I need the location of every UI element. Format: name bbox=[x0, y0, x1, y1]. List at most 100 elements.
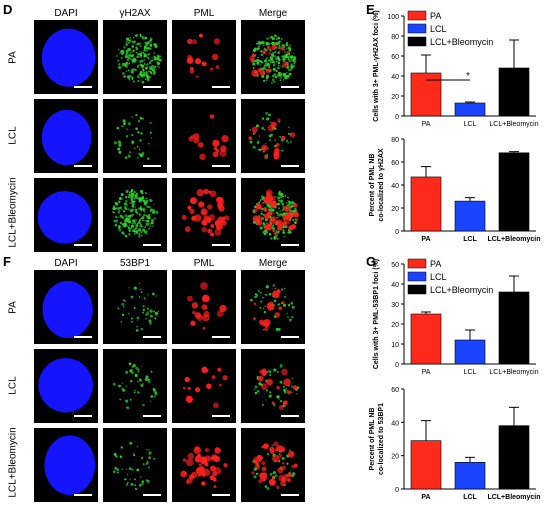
scale-bar bbox=[212, 336, 230, 338]
micrograph-lcl-bleomycin-pml bbox=[172, 428, 236, 502]
panel-letter-d: D bbox=[3, 2, 13, 17]
chart-e-bottom: 0 20 40 60 80 Percent of PML NB co-localized t… bbox=[369, 137, 541, 243]
bar-lcl-bleomycin bbox=[498, 291, 530, 365]
micrograph-lcl-merge bbox=[241, 99, 305, 173]
y-tick-label: 0 bbox=[395, 362, 399, 369]
y-axis-label: co-localized to 53BP1 bbox=[378, 403, 385, 475]
y-tick-label: 60 bbox=[391, 387, 399, 394]
micrograph-pa-dapi bbox=[34, 20, 98, 94]
legend-swatch-lcl-bleomycin bbox=[407, 284, 427, 295]
x-tick-label: PA bbox=[422, 121, 431, 128]
y-tick-label: 40 bbox=[391, 74, 399, 81]
micrograph-pa-pml bbox=[172, 20, 236, 94]
micrograph-lcl-merge bbox=[241, 349, 305, 423]
scale-bar bbox=[143, 415, 161, 417]
scale-bar bbox=[74, 415, 92, 417]
scale-bar bbox=[281, 336, 299, 338]
column-header-pml: PML bbox=[193, 8, 215, 19]
scale-bar bbox=[281, 494, 299, 496]
micrograph-pa-merge bbox=[241, 270, 305, 344]
scale-bar bbox=[212, 415, 230, 417]
column-header-dapi: DAPI bbox=[54, 8, 78, 19]
y-tick-label: 0 bbox=[395, 114, 399, 121]
significance-star: * bbox=[466, 71, 470, 82]
bar-pa bbox=[410, 440, 442, 490]
y-axis-label: Percent of PML NB bbox=[369, 408, 376, 471]
y-tick-label: 10 bbox=[391, 342, 399, 349]
scale-bar bbox=[143, 336, 161, 338]
scale-bar bbox=[74, 244, 92, 246]
x-tick-label: LCL+Bleomycin bbox=[489, 369, 538, 376]
x-tick-label: LCL+Bleomycin bbox=[487, 236, 540, 243]
panel-letter-g: G bbox=[366, 254, 377, 269]
micrograph-lcl-bleomycin-dapi bbox=[34, 428, 98, 502]
row-label-lcl: LCL bbox=[7, 126, 19, 145]
y-tick-label: 50 bbox=[391, 262, 399, 269]
scale-bar bbox=[281, 415, 299, 417]
x-tick-label: LCL+Bleomycin bbox=[489, 121, 538, 128]
micrograph-pa-pml bbox=[172, 270, 236, 344]
y-tick-label: 100 bbox=[387, 14, 399, 21]
micrograph-pa-merge bbox=[241, 20, 305, 94]
micrograph-lcl-bleomycin-merge bbox=[241, 428, 305, 502]
column-header-53bp1: 53BP1 bbox=[119, 258, 151, 269]
legend-swatch-lcl bbox=[407, 271, 427, 282]
scale-bar bbox=[212, 244, 230, 246]
legend-label-lcl: LCL bbox=[430, 272, 447, 282]
x-tick-label: LCL bbox=[464, 369, 477, 376]
y-tick-label: 80 bbox=[391, 34, 399, 41]
micrograph-lcl-pml bbox=[172, 349, 236, 423]
x-tick-label: PA bbox=[421, 494, 430, 501]
micrograph-lcl-bleomycin-53bp1 bbox=[103, 428, 167, 502]
micrograph-lcl-53bp1 bbox=[103, 349, 167, 423]
legend-label-pa: PA bbox=[430, 11, 441, 21]
row-label-lcl-bleomycin-f: LCL+Bleomycin bbox=[7, 427, 19, 498]
row-label-pa: PA bbox=[7, 51, 19, 64]
bar-lcl bbox=[454, 339, 486, 365]
y-axis-label: Percent of PML NB bbox=[369, 154, 376, 217]
y-tick-label: 40 bbox=[391, 282, 399, 289]
panel-letter-e: E bbox=[366, 2, 375, 17]
micrograph-lcl-pml bbox=[172, 99, 236, 173]
column-header-pml-f: PML bbox=[193, 258, 215, 269]
bar-pa bbox=[410, 72, 442, 117]
panel-letter-f: F bbox=[3, 254, 11, 269]
legend-swatch-lcl bbox=[407, 23, 427, 34]
micrograph-lcl-bleomycin-merge bbox=[241, 178, 305, 252]
micrograph-lcl-bleomycin-gh2ax bbox=[103, 178, 167, 252]
scale-bar bbox=[74, 494, 92, 496]
micrograph-lcl-dapi bbox=[34, 99, 98, 173]
legend-label-pa: PA bbox=[430, 259, 441, 269]
legend-swatch-pa bbox=[407, 10, 427, 21]
micrograph-lcl-gh2ax bbox=[103, 99, 167, 173]
scale-bar bbox=[212, 165, 230, 167]
y-tick-label: 20 bbox=[391, 206, 399, 213]
micrograph-lcl-bleomycin-pml bbox=[172, 178, 236, 252]
scale-bar bbox=[74, 336, 92, 338]
y-tick-label: 0 bbox=[395, 487, 399, 494]
y-tick-label: 0 bbox=[395, 229, 399, 236]
y-tick-label: 60 bbox=[391, 160, 399, 167]
micrograph-lcl-dapi bbox=[34, 349, 98, 423]
legend-label-lcl-bleomycin: LCL+Bleomycin bbox=[430, 285, 493, 295]
scale-bar bbox=[143, 244, 161, 246]
legend-label-lcl: LCL bbox=[430, 24, 447, 34]
x-tick-label: LCL bbox=[464, 121, 477, 128]
micrograph-pa-gh2ax bbox=[103, 20, 167, 94]
column-header-dapi-f: DAPI bbox=[54, 258, 78, 269]
legend-label-lcl-bleomycin: LCL+Bleomycin bbox=[430, 37, 493, 47]
micrograph-lcl-bleomycin-dapi bbox=[34, 178, 98, 252]
scale-bar bbox=[143, 86, 161, 88]
y-tick-label: 40 bbox=[391, 420, 399, 427]
bar-pa bbox=[410, 176, 442, 232]
y-axis-label: Cells with 3+ PML-53BP1 foci (%) bbox=[373, 259, 380, 369]
x-tick-label: PA bbox=[422, 369, 431, 376]
y-tick-label: 20 bbox=[391, 454, 399, 461]
scale-bar bbox=[74, 165, 92, 167]
scale-bar bbox=[281, 86, 299, 88]
chart-e-top: 0 20 40 60 80 100 Cells with 3+ PML-γH2AX foci… bbox=[373, 10, 539, 128]
bar-lcl bbox=[454, 200, 486, 232]
row-label-pa-f: PA bbox=[7, 301, 19, 314]
y-tick-label: 60 bbox=[391, 54, 399, 61]
chart-g-bottom: 0 20 40 60 Percent of PML NB co-localized to … bbox=[369, 387, 541, 501]
